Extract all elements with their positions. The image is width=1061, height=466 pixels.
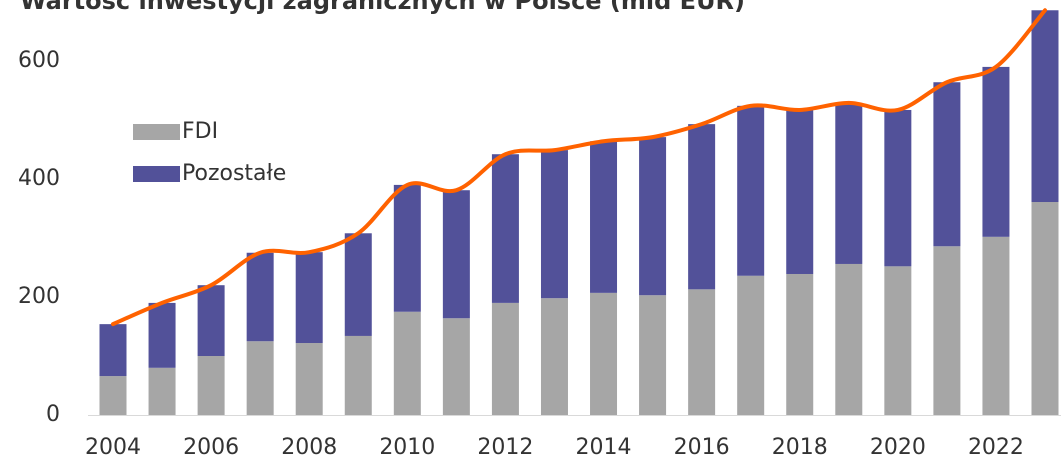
x-tick-label: 2008 — [281, 435, 337, 460]
legend-swatch — [133, 166, 180, 182]
bar — [99, 324, 127, 377]
bar — [295, 252, 323, 344]
x-tick-label: 2004 — [85, 435, 141, 460]
bar — [246, 252, 274, 342]
bar — [1031, 202, 1059, 415]
bar — [197, 285, 225, 356]
bar — [442, 190, 470, 319]
x-tick-label: 2014 — [576, 435, 632, 460]
bar — [540, 298, 568, 415]
bar — [982, 66, 1010, 237]
bar — [295, 343, 323, 415]
y-tick-label: 200 — [18, 284, 60, 309]
bar — [639, 295, 667, 415]
bar — [982, 236, 1010, 415]
bar — [99, 376, 127, 415]
bar — [737, 105, 765, 276]
bar — [688, 289, 716, 415]
bar — [639, 137, 667, 296]
legend-swatch — [133, 124, 180, 140]
x-tick-label: 2022 — [968, 435, 1024, 460]
bar — [344, 233, 372, 336]
bar — [393, 184, 421, 312]
bar — [540, 150, 568, 299]
legend-label: FDI — [182, 119, 218, 144]
y-tick-label: 400 — [18, 166, 60, 191]
bar — [737, 275, 765, 415]
x-tick-label: 2010 — [379, 435, 435, 460]
bar — [786, 109, 814, 274]
bar — [933, 82, 961, 247]
y-tick-label: 600 — [18, 48, 60, 73]
bar — [590, 141, 618, 293]
bar — [835, 102, 863, 264]
legend-label: Pozostałe — [182, 161, 286, 186]
bar — [835, 263, 863, 415]
bar — [884, 109, 912, 267]
bar — [148, 302, 176, 368]
x-tick-label: 2006 — [183, 435, 239, 460]
bar — [786, 273, 814, 415]
bar — [491, 302, 519, 415]
bar — [884, 266, 912, 415]
bar — [1031, 10, 1059, 203]
bar — [344, 335, 372, 415]
bar — [246, 341, 274, 415]
x-tick-label: 2020 — [870, 435, 926, 460]
bar — [688, 124, 716, 290]
y-tick-label: 0 — [46, 402, 60, 427]
bar — [491, 154, 519, 303]
chart-title: Wartość inwestycji zagranicznych w Polsc… — [20, 0, 745, 15]
total-line — [111, 8, 1047, 327]
x-tick-label: 2018 — [772, 435, 828, 460]
bar — [442, 318, 470, 415]
x-tick-label: 2016 — [674, 435, 730, 460]
bar — [148, 367, 176, 415]
bar — [590, 292, 618, 415]
bar — [197, 356, 225, 415]
bar — [933, 246, 961, 415]
x-tick-label: 2012 — [477, 435, 533, 460]
bar — [393, 311, 421, 415]
